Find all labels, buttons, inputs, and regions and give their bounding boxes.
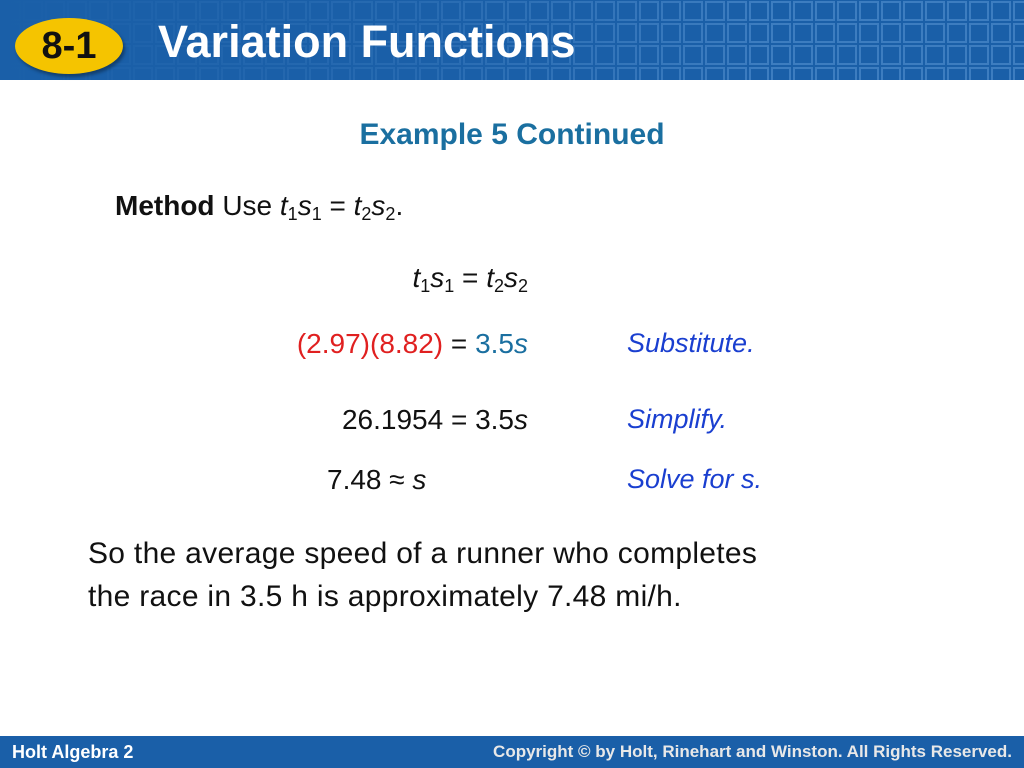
op: = (454, 262, 487, 293)
title: Variation Functions (158, 16, 576, 67)
sub: 1 (287, 204, 298, 224)
footer-bar (0, 736, 1024, 768)
step-note: Solve for s. (627, 464, 763, 494)
sub: 1 (311, 204, 322, 224)
sub: 2 (493, 276, 504, 296)
step: (2.97)(8.82) = 3.5s (297, 328, 528, 360)
expr: (2.97)(8.82) (296, 328, 444, 359)
subtitle: Example 5 Continued (359, 118, 665, 151)
method-intro: Use (222, 190, 273, 221)
period: . (395, 190, 404, 221)
var: s (412, 464, 427, 495)
step-note: Simplify. (627, 404, 728, 434)
method-label: Method (115, 190, 215, 221)
expr: 7.48 ≈ (327, 464, 413, 495)
op: = (321, 190, 354, 221)
var: s (514, 404, 528, 435)
var: s (430, 262, 445, 293)
var: t (353, 190, 362, 221)
sub: 2 (361, 204, 372, 224)
sub: 1 (420, 276, 431, 296)
step: t1s1 = t2s2 (412, 262, 528, 296)
conclusion-line: the race in 3.5 h is approximately 7.48 … (88, 580, 682, 613)
header-bar (0, 0, 1024, 80)
sub: 2 (385, 204, 396, 224)
step: 7.48 ≈ s (327, 464, 426, 496)
method-line: Method Use t1s1 = t2s2. (115, 190, 404, 224)
var: t (279, 190, 288, 221)
badge (15, 18, 123, 74)
expr: 3.5 (475, 328, 514, 359)
step-note: Substitute. (627, 328, 755, 358)
var: s (503, 262, 518, 293)
footer-left: Holt Algebra 2 (12, 742, 134, 762)
var: s (371, 190, 386, 221)
var: s (297, 190, 312, 221)
op: = (443, 328, 476, 359)
var: s (514, 328, 528, 359)
badge-text: 8-1 (41, 25, 97, 67)
header-grid (0, 0, 1024, 80)
sub: 2 (517, 276, 528, 296)
var: t (412, 262, 421, 293)
expr: 26.1954 = 3.5 (341, 404, 514, 435)
var: t (486, 262, 494, 293)
step: 26.1954 = 3.5s (342, 404, 528, 436)
footer-right: Copyright © by Holt, Rinehart and Winsto… (493, 742, 1012, 761)
conclusion-line: So the average speed of a runner who com… (88, 537, 758, 570)
sub: 1 (444, 276, 455, 296)
